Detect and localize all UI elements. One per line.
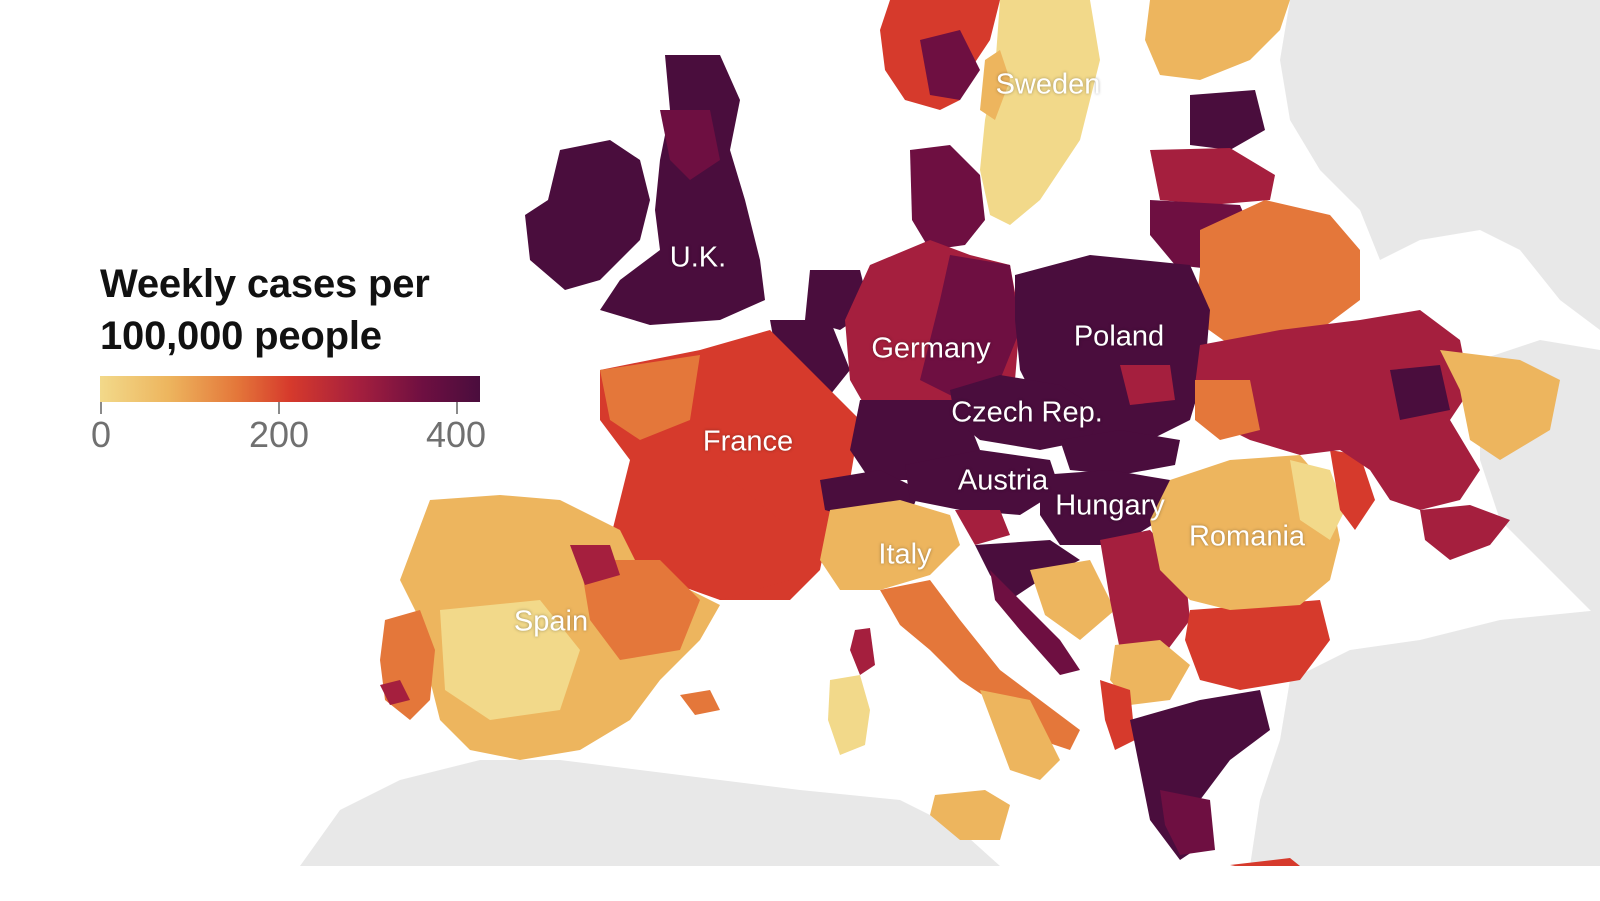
latvia [1150, 148, 1275, 205]
finland [1145, 0, 1290, 80]
ireland [525, 140, 650, 290]
russia-landmass [1280, 0, 1600, 330]
slovakia [1060, 430, 1180, 475]
label-italy: Italy [878, 538, 932, 571]
spain-north [570, 545, 620, 585]
poland-south [1120, 365, 1175, 405]
greece-south [1160, 790, 1215, 855]
label-czech-rep: Czech Rep. [951, 396, 1103, 429]
label-sweden: Sweden [995, 68, 1101, 101]
germany-east [920, 255, 1020, 400]
hungary [1040, 470, 1170, 545]
moldova [1330, 450, 1375, 530]
ukraine-east [1440, 350, 1560, 460]
kosovo-macedonia [1110, 640, 1190, 705]
denmark [910, 145, 985, 250]
legend-label-400: 400 [425, 414, 487, 455]
norway-south [920, 30, 980, 100]
portugal-lisbon [380, 680, 410, 705]
croatia-coast [990, 570, 1080, 675]
label-poland: Poland [1073, 320, 1165, 353]
romania [1150, 455, 1340, 610]
legend-title-line1: Weekly cases per [100, 262, 430, 306]
france-west [600, 355, 700, 440]
ukraine [1195, 310, 1480, 510]
legend-color-bar [100, 376, 480, 402]
slovenia [955, 510, 1010, 545]
balearic [680, 690, 720, 715]
sardinia [828, 675, 870, 755]
spain-east [580, 560, 700, 660]
legend-tick-400 [456, 402, 458, 414]
label-hungary: Hungary [1055, 489, 1165, 522]
legend-title-line2: 100,000 people [100, 314, 382, 358]
spain-center [440, 600, 580, 720]
legend-tick-200 [278, 402, 280, 414]
label-germany: Germany [871, 332, 991, 365]
albania [1100, 680, 1135, 750]
label-romania: Romania [1188, 520, 1306, 553]
italy-heel [980, 690, 1060, 780]
corsica [850, 628, 875, 675]
sweden-west [980, 50, 1010, 120]
crimea [1420, 505, 1510, 560]
sicily [930, 790, 1010, 840]
legend-title: Weekly cases per 100,000 people [100, 258, 520, 362]
sweden [980, 0, 1100, 225]
ukraine-center [1390, 365, 1450, 420]
belarus [1195, 200, 1360, 345]
label-spain: Spain [513, 605, 589, 638]
bulgaria [1185, 600, 1330, 690]
uk-north [660, 110, 720, 180]
label-austria: Austria [957, 464, 1049, 497]
italy-north [820, 500, 960, 590]
uk [600, 55, 765, 325]
legend-tick-0 [100, 402, 102, 414]
austria [905, 450, 1060, 515]
czech-rep [950, 375, 1100, 450]
legend-label-200: 200 [248, 414, 310, 455]
north-africa-landmass [300, 760, 1000, 866]
ukraine-west [1195, 380, 1260, 440]
romania-east [1290, 460, 1345, 540]
france-south [640, 470, 790, 600]
legend-label-0: 0 [90, 414, 112, 455]
turkey-landmass [1250, 610, 1600, 866]
label-uk: U.K. [669, 241, 727, 274]
bosnia [1030, 560, 1115, 640]
crete [1230, 858, 1300, 866]
estonia [1190, 90, 1265, 150]
label-france: France [702, 425, 794, 458]
